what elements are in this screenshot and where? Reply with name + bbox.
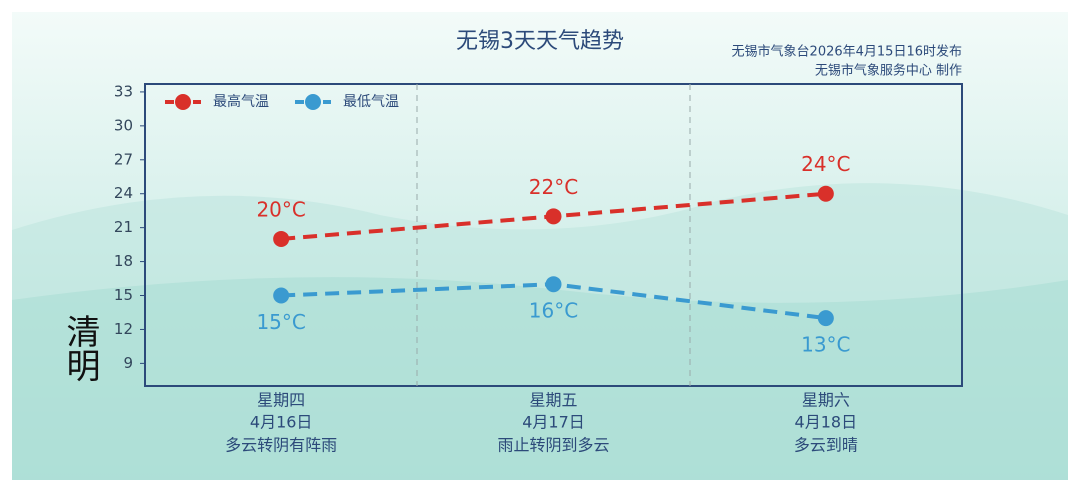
x-tick-label: 星期六 — [802, 391, 850, 410]
value-label: 24°C — [801, 152, 850, 176]
point — [545, 208, 562, 225]
value-label: 20°C — [256, 197, 305, 221]
point — [273, 287, 290, 304]
badge: 清明 — [60, 314, 100, 382]
y-tick-label: 15 — [114, 286, 133, 304]
point — [817, 310, 834, 327]
chart-title: 无锡3天天气趋势 — [456, 29, 624, 54]
value-label: 15°C — [256, 310, 305, 334]
y-tick-label: 21 — [114, 218, 133, 236]
legend-marker — [305, 94, 321, 110]
legend-marker — [175, 94, 191, 110]
y-tick-label: 27 — [114, 150, 133, 168]
x-tick-label: 星期四 — [257, 391, 305, 410]
subtitle: 无锡市气象服务中心 制作 — [815, 63, 962, 79]
y-tick-label: 33 — [114, 82, 133, 100]
legend-label: 最高气温 — [213, 93, 269, 110]
y-tick-label: 18 — [114, 252, 133, 270]
weather-label: 雨止转阴到多云 — [497, 436, 609, 455]
x-tick-label: 星期五 — [529, 391, 577, 410]
y-tick-label: 24 — [114, 184, 133, 202]
weather-label: 多云到晴 — [794, 436, 858, 455]
subtitle: 无锡市气象台2026年4月15日16时发布 — [732, 44, 962, 60]
weather-label: 多云转阴有阵雨 — [225, 436, 337, 455]
point — [273, 230, 290, 247]
y-tick-label: 9 — [123, 354, 133, 372]
legend-label: 最低气温 — [343, 94, 399, 110]
date-label: 4月16日 — [250, 413, 313, 432]
value-label: 22°C — [529, 175, 578, 199]
date-label: 4月18日 — [795, 413, 858, 432]
y-tick-label: 30 — [114, 116, 133, 134]
point — [545, 276, 562, 293]
y-tick-label: 12 — [114, 320, 133, 338]
date-label: 4月17日 — [522, 413, 585, 432]
point — [817, 185, 834, 202]
value-label: 16°C — [529, 299, 578, 323]
hills — [12, 277, 1068, 480]
value-label: 13°C — [801, 333, 850, 357]
plot-frame — [144, 83, 963, 387]
